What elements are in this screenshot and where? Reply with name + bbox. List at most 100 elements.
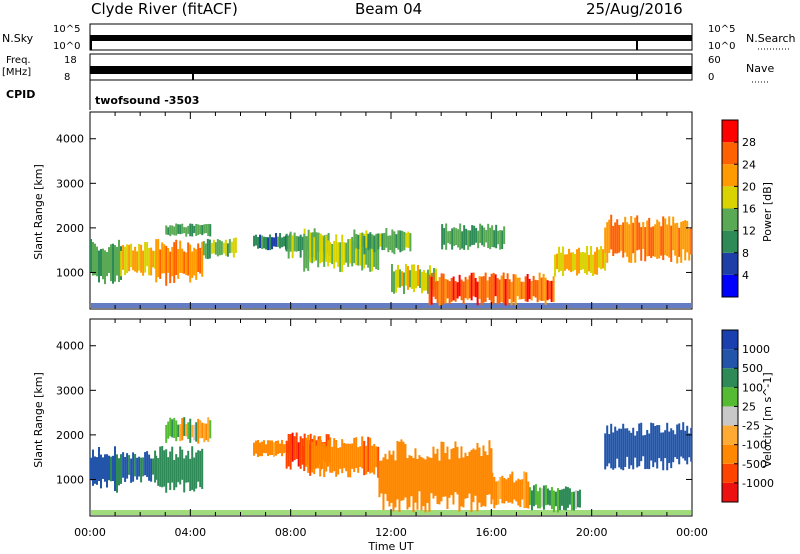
- velocity-echo-cell: [624, 428, 627, 467]
- power-echo-cell: [157, 239, 160, 278]
- power-echo-cell: [175, 239, 178, 276]
- power-echo-cell: [614, 222, 617, 254]
- power-echo-cell: [516, 277, 519, 297]
- power-colorbar-segment: [722, 186, 738, 209]
- velocity-echo-region: [120, 450, 157, 483]
- power-colorbar-tick-label: 16: [742, 203, 756, 216]
- power-echo-cell: [179, 240, 182, 273]
- power-echo-cell: [397, 264, 399, 288]
- velocity-echo-cell: [267, 440, 270, 457]
- freq-unit-label: [MHz]: [2, 67, 31, 78]
- velocity-echo-cell: [426, 456, 429, 503]
- velocity-echo-cell: [503, 478, 506, 504]
- velocity-echo-cell: [432, 446, 435, 499]
- velocity-colorbar-segment: [722, 425, 738, 445]
- power-echo-cell: [337, 242, 340, 267]
- velocity-colorbar: -1000 -500 -100 -25 25 100 500 1000: [721, 329, 774, 503]
- power-echo-cell: [365, 242, 368, 265]
- velocity-colorbar-tick-label: -500: [742, 458, 767, 471]
- power-echo-cell: [367, 236, 370, 268]
- velocity-echo-cell: [313, 435, 316, 475]
- power-echo-cell: [570, 252, 573, 273]
- power-colorbar-segment: [722, 230, 738, 253]
- power-echo-cell: [524, 276, 527, 302]
- power-echo-cell: [197, 243, 200, 272]
- power-echo-cell: [646, 220, 649, 257]
- power-echo-cell: [510, 281, 513, 306]
- power-echo-cell: [108, 247, 110, 274]
- velocity-echo-cell: [377, 446, 380, 478]
- velocity-echo-cell: [505, 479, 508, 502]
- power-echo-cell: [329, 242, 332, 263]
- power-echo-cell: [642, 222, 645, 249]
- power-echo-cell: [462, 281, 465, 305]
- power-echo-cell: [169, 251, 172, 284]
- power-echo-cell: [498, 279, 501, 304]
- velocity-echo-cell: [197, 418, 200, 444]
- power-echo-cell: [159, 249, 162, 279]
- velocity-echo-cell: [682, 422, 685, 459]
- velocity-echo-cell: [466, 455, 469, 499]
- power-echo-cell: [297, 236, 300, 252]
- power-echo-cell: [463, 225, 466, 250]
- velocity-echo-cell: [100, 454, 102, 489]
- velocity-echo-cell: [446, 446, 449, 509]
- velocity-echo-cell: [197, 450, 200, 482]
- power-echo-cell: [154, 250, 157, 269]
- velocity-echo-cell: [187, 422, 190, 440]
- power-echo-cell: [291, 235, 294, 259]
- power-echo-cell: [502, 272, 505, 304]
- velocity-echo-cell: [177, 424, 180, 438]
- velocity-echo-cell: [578, 489, 581, 508]
- velocity-echo-cell: [329, 437, 332, 473]
- power-colorbar-segment: [722, 120, 738, 143]
- power-echo-cell: [116, 246, 118, 276]
- velocity-echo-cell: [191, 424, 194, 438]
- velocity-echo-cell: [255, 440, 258, 454]
- power-echo-cell: [126, 244, 129, 274]
- power-echo-cell: [532, 275, 535, 297]
- velocity-echo-cell: [157, 458, 160, 486]
- power-echo-cell: [448, 281, 451, 305]
- power-echo-cell: [193, 247, 196, 276]
- velocity-echo-cell: [628, 430, 631, 469]
- velocity-colorbar-segment: [722, 482, 738, 502]
- power-colorbar-segment: [722, 274, 738, 297]
- velocity-echo-cell: [499, 477, 502, 499]
- nsky-trace: [90, 35, 692, 41]
- velocity-echo-cell: [205, 423, 208, 441]
- power-echo-cell: [676, 222, 679, 264]
- power-echo-cell: [552, 276, 555, 303]
- velocity-echo-cell: [163, 450, 166, 487]
- velocity-echo-cell: [130, 458, 133, 483]
- velocity-echo-cell: [688, 433, 691, 458]
- power-echo-region: [604, 214, 693, 264]
- power-echo-cell: [536, 280, 539, 303]
- velocity-colorbar-segment: [722, 387, 738, 407]
- velocity-echo-cell: [468, 451, 471, 494]
- power-echo-cell: [220, 241, 223, 255]
- power-echo-cell: [660, 226, 663, 256]
- velocity-echo-cell: [515, 480, 518, 502]
- power-echo-cell: [335, 234, 338, 263]
- velocity-echo-cell: [359, 446, 362, 467]
- power-echo-cell: [165, 245, 168, 286]
- power-y-tick-label: 2000: [56, 222, 84, 235]
- power-echo-cell: [114, 245, 116, 282]
- velocity-colorbar-segment: [722, 330, 738, 350]
- velocity-echo-cell: [347, 443, 350, 478]
- velocity-echo-cell: [513, 482, 516, 500]
- nsky-tick-high: 10^5: [53, 24, 80, 35]
- power-y-axis-label: Slant Range [km]: [32, 164, 45, 260]
- power-echo-cell: [481, 225, 484, 246]
- power-echo-cell: [383, 232, 386, 251]
- power-echo-cell: [393, 271, 395, 294]
- velocity-echo-cell: [343, 443, 346, 469]
- power-echo-cell: [465, 228, 468, 246]
- power-echo-cell: [343, 242, 346, 265]
- velocity-echo-cell: [185, 424, 188, 437]
- velocity-echo-cell: [378, 460, 381, 498]
- velocity-echo-cell: [507, 477, 510, 503]
- velocity-echo-cell: [608, 434, 611, 464]
- velocity-echo-cell: [263, 440, 266, 454]
